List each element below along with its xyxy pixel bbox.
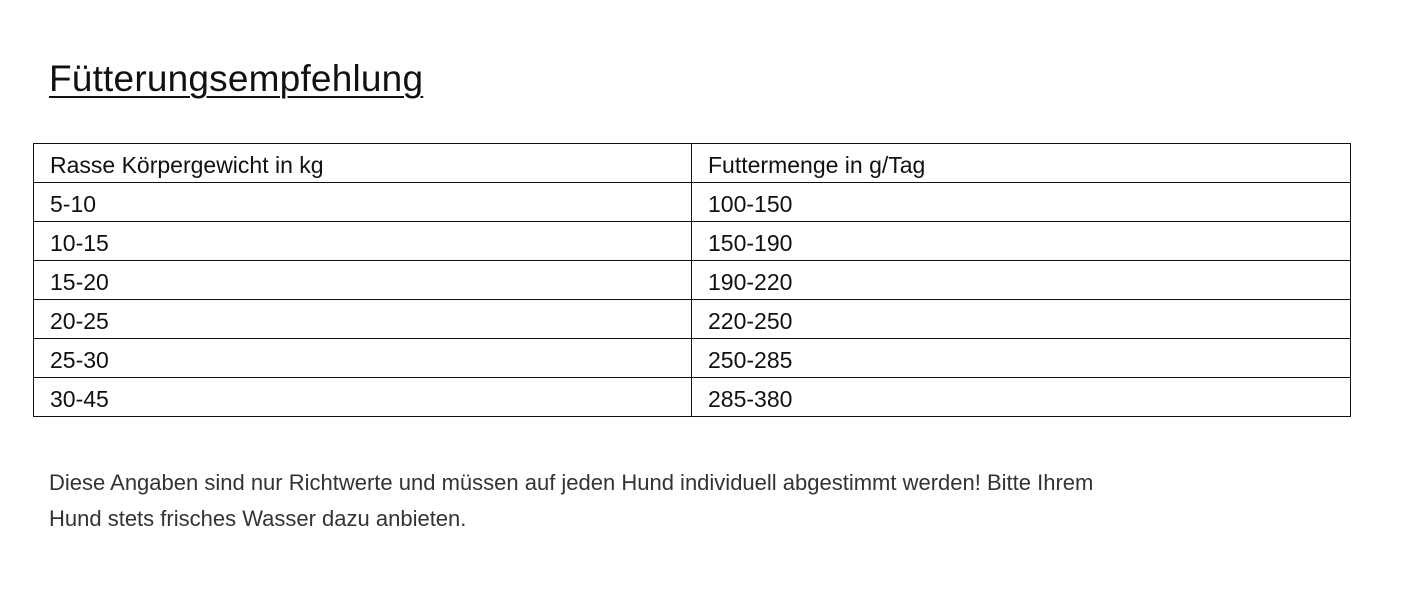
feeding-table: Rasse Körpergewicht in kg Futtermenge in… [33, 143, 1351, 417]
note-line-1: Diese Angaben sind nur Richtwerte und mü… [49, 470, 1094, 495]
weight-cell: 5-10 [33, 182, 692, 222]
weight-cell: 30-45 [33, 377, 692, 417]
amount-cell: 100-150 [691, 182, 1351, 222]
table-row: 5-10 100-150 [33, 182, 1351, 222]
note-text: Diese Angaben sind nur Richtwerte und mü… [49, 465, 1349, 537]
weight-cell: 20-25 [33, 299, 692, 339]
header-amount: Futtermenge in g/Tag [691, 143, 1351, 183]
table-row: 20-25 220-250 [33, 299, 1351, 339]
table-row: 30-45 285-380 [33, 377, 1351, 417]
page-title: Fütterungsempfehlung [49, 58, 424, 99]
amount-cell: 190-220 [691, 260, 1351, 300]
table-header-row: Rasse Körpergewicht in kg Futtermenge in… [33, 143, 1351, 183]
note-line-2: Hund stets frisches Wasser dazu anbieten… [49, 506, 467, 531]
weight-cell: 25-30 [33, 338, 692, 378]
amount-cell: 220-250 [691, 299, 1351, 339]
amount-cell: 150-190 [691, 221, 1351, 261]
table-row: 15-20 190-220 [33, 260, 1351, 300]
header-weight: Rasse Körpergewicht in kg [33, 143, 692, 183]
table-row: 10-15 150-190 [33, 221, 1351, 261]
weight-cell: 15-20 [33, 260, 692, 300]
table-row: 25-30 250-285 [33, 338, 1351, 378]
amount-cell: 250-285 [691, 338, 1351, 378]
weight-cell: 10-15 [33, 221, 692, 261]
amount-cell: 285-380 [691, 377, 1351, 417]
